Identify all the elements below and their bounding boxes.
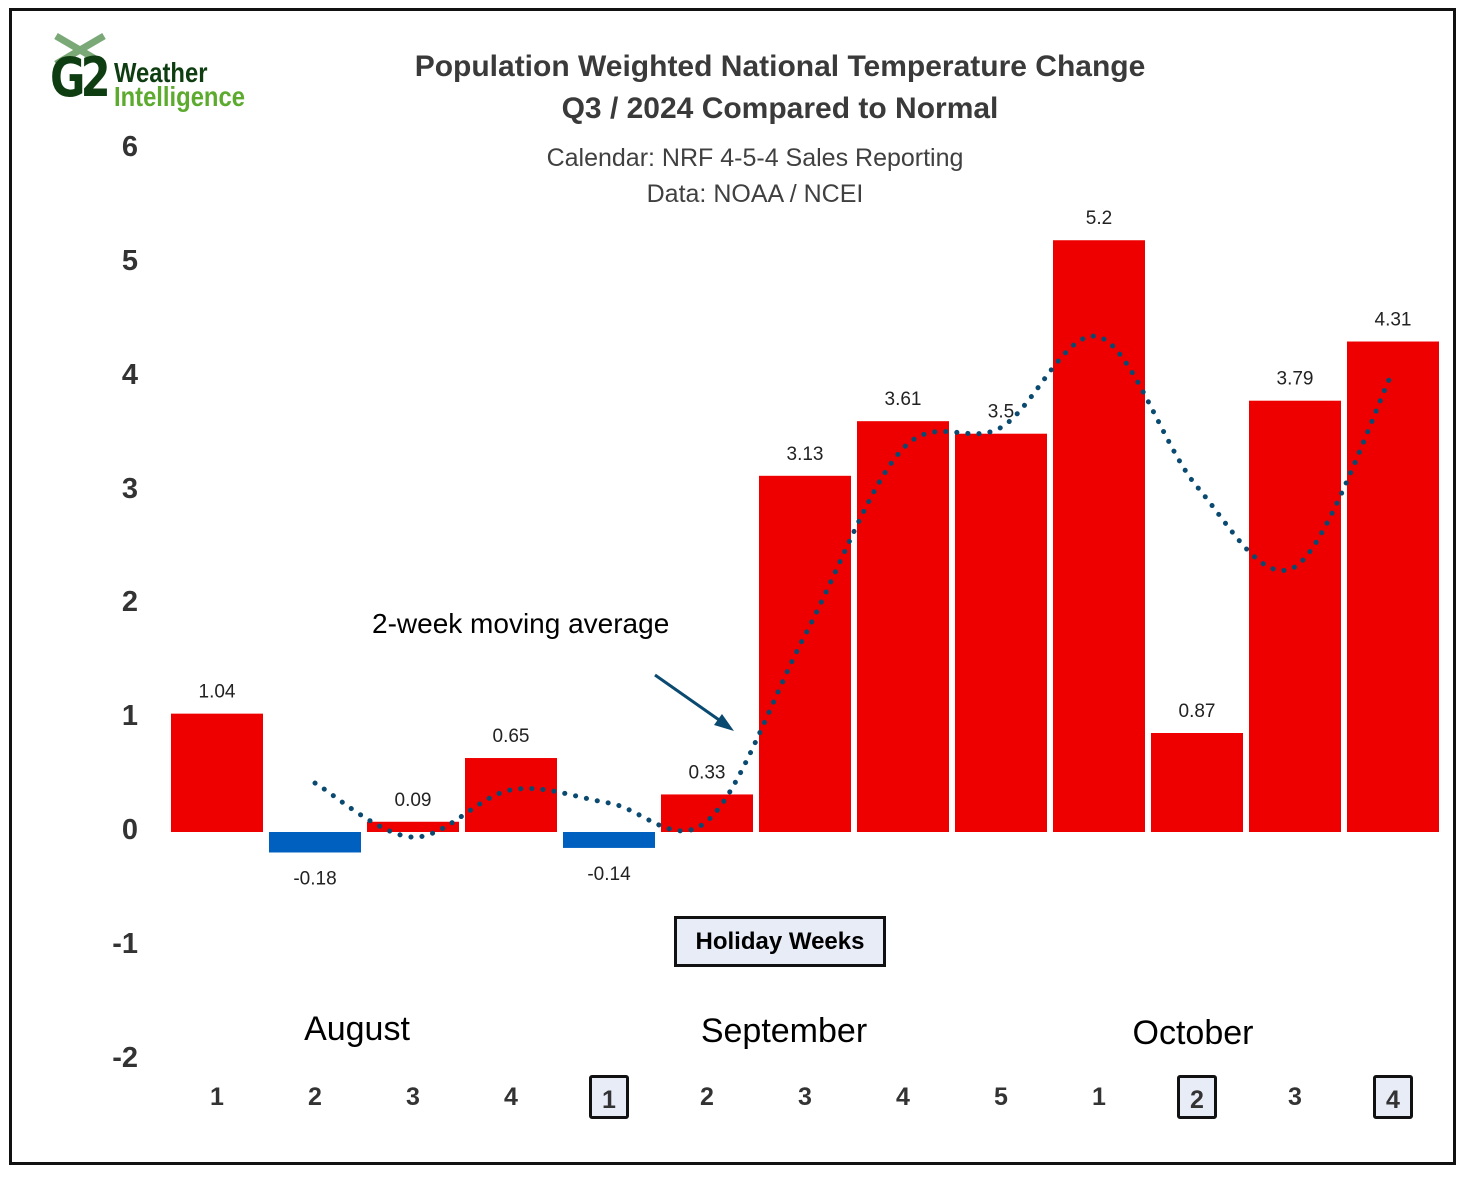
bar-2 [269,832,361,853]
data-label-9: 3.5 [988,402,1014,423]
chart-subtitle-calendar: Calendar: NRF 4-5-4 Sales Reporting [546,144,964,172]
week-label: 5 [994,1083,1008,1111]
data-label-6: 0.33 [689,762,726,783]
week-label: 3 [406,1083,420,1111]
logo-weather: Weather [114,57,208,88]
bar-13 [1347,341,1439,832]
data-label-13: 4.31 [1375,310,1412,331]
data-label-5: -0.14 [587,864,631,885]
y-tick-label: 0 [121,814,138,846]
y-tick-label: -1 [112,927,138,960]
y-tick-label: 6 [121,131,138,164]
logo-intelligence: Intelligence [114,81,245,112]
bar-11 [1151,732,1243,832]
y-tick-label: 4 [121,358,138,391]
y-tick-label: 1 [121,700,138,733]
data-label-8: 3.61 [885,389,922,410]
week-label: 3 [1288,1083,1302,1111]
y-tick-label: 5 [121,245,138,277]
week-label: 4 [504,1083,518,1111]
annotation-arrow-head [714,714,734,731]
week-label: 1 [210,1083,224,1111]
bar-12 [1249,400,1341,832]
week-label: 1 [1092,1083,1106,1111]
data-label-12: 3.79 [1277,369,1314,390]
annotation-arrow [654,673,723,724]
data-label-11: 0.87 [1179,701,1216,722]
week-label: 3 [798,1083,812,1111]
logo-g2: G2 [50,46,111,109]
data-label-10: 5.2 [1086,208,1112,229]
bar-10 [1053,240,1145,833]
bar-6 [661,794,753,832]
month-label-september: September [700,1012,868,1050]
data-label-1: 1.04 [199,682,236,703]
bar-8 [857,421,949,832]
g2-weather-intelligence-logo: G2 Weather Intelligence [48,30,278,116]
week-label: 2 [700,1083,714,1111]
week-label: 4 [896,1083,910,1111]
moving-average-annotation: 2-week moving average [372,608,670,639]
bar-7 [759,475,851,832]
chart-title: Population Weighted National Temperature… [414,50,1146,83]
holiday-week-label: 1 [589,1075,629,1119]
bar-4 [465,758,557,832]
y-tick-label: 2 [121,586,138,619]
y-tick-label: -2 [112,1041,138,1074]
moving-average-line [312,333,1396,840]
data-label-3: 0.09 [395,790,432,811]
bar-1 [171,713,263,832]
chart-title-line2: Q3 / 2024 Compared to Normal [561,92,999,125]
chart-frame [9,8,1456,1165]
month-label-august: August [304,1010,410,1048]
chart-subtitle-data-source: Data: NOAA / NCEI [646,180,864,208]
bar-5 [563,832,655,848]
week-label: 2 [308,1083,322,1111]
month-label-october: October [1132,1014,1254,1052]
data-label-7: 3.13 [787,444,824,465]
logo-mark-icon [54,32,106,68]
data-label-4: 0.65 [493,726,530,747]
holiday-week-label: 2 [1177,1075,1217,1119]
bar-9 [955,433,1047,832]
bar-3 [367,821,459,832]
y-tick-label: 3 [121,472,138,505]
holiday-week-label: 4 [1373,1075,1413,1119]
holiday-weeks-legend: Holiday Weeks [674,916,886,967]
data-label-2: -0.18 [293,868,336,889]
